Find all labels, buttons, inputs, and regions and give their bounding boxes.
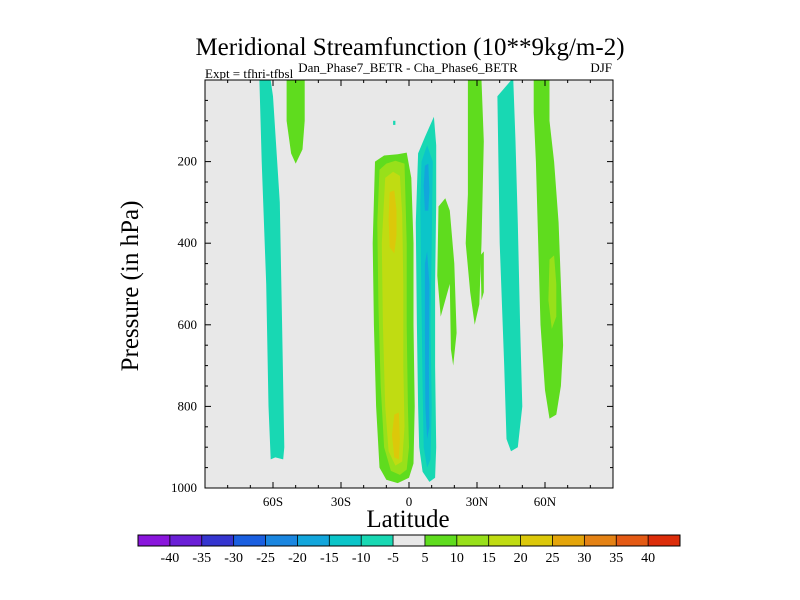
colorbar-label: -25 — [256, 551, 275, 566]
contour-eq-pos15 — [381, 171, 405, 466]
colorbar-swatch — [616, 535, 649, 546]
x-tick-label: 30S — [331, 494, 351, 509]
colorbar-label: -40 — [161, 551, 180, 566]
y-axis: 200 400 600 800 1000 — [171, 99, 613, 495]
colorbar-label: -5 — [387, 551, 399, 566]
contour-50s-pos5 — [286, 80, 305, 164]
contour-eq-pos20a — [388, 190, 397, 254]
colorbar-label: 30 — [577, 551, 591, 566]
colorbar-label: 10 — [450, 551, 464, 566]
colorbar-swatch — [488, 535, 521, 546]
y-tick-label: 600 — [178, 317, 198, 332]
contour-60s-neg5 — [259, 80, 285, 460]
y-tick-label: 1000 — [171, 480, 197, 495]
colorbar-swatch — [265, 535, 298, 546]
contour-fills — [259, 80, 564, 484]
colorbar-label: 25 — [545, 551, 559, 566]
contour-30n-pos5 — [465, 80, 484, 325]
colorbar-swatch — [297, 535, 330, 546]
x-tick-label: 0 — [406, 494, 413, 509]
colorbar-swatch — [456, 535, 489, 546]
colorbar-label: 15 — [482, 551, 496, 566]
x-axis: 60S 30S 0 30N 60N — [227, 80, 591, 509]
colorbar-swatch — [648, 535, 681, 546]
y-tick-label: 400 — [178, 235, 198, 250]
right-string: DJF — [590, 60, 612, 75]
colorbar-swatch — [520, 535, 553, 546]
colorbar-swatch — [584, 535, 617, 546]
colorbar-swatch — [329, 535, 362, 546]
colorbar-swatch — [201, 535, 234, 546]
colorbar-label: 5 — [421, 551, 428, 566]
colorbar-frame — [137, 534, 681, 547]
colorbar-swatch — [138, 535, 171, 546]
colorbar-label: -20 — [288, 551, 307, 566]
contour-eq-pos20b — [392, 412, 400, 460]
contour-60n-pos5 — [533, 80, 564, 419]
x-axis-label: Latitude — [366, 506, 449, 533]
x-tick-label: 60S — [263, 494, 283, 509]
x-tick-label: 30N — [466, 494, 489, 509]
colorbar-swatch — [361, 535, 394, 546]
contour-30n-pos5b — [480, 251, 484, 301]
colorbar: -40 -35 -30 -25 -20 -15 -10 -5 5 10 15 20 25 30 35 40 — [137, 534, 681, 566]
left-string: Expt = tfhri-tfbsl — [205, 66, 294, 81]
y-axis-label: Pressure (in hPa) — [117, 201, 144, 372]
contour-eq-tiny-neg5 — [393, 120, 396, 125]
chart-title: Meridional Streamfunction (10**9kg/m-2) — [195, 34, 624, 61]
colorbar-label: -10 — [352, 551, 371, 566]
colorbar-label: 40 — [641, 551, 655, 566]
y-tick-label: 800 — [178, 398, 198, 413]
colorbar-label: 20 — [514, 551, 528, 566]
colorbar-label: -35 — [192, 551, 211, 566]
contour-10n-neg15b — [424, 251, 430, 439]
colorbar-swatch — [552, 535, 585, 546]
colorbar-label: 35 — [609, 551, 623, 566]
colorbar-swatch — [424, 535, 458, 546]
colorbar-label: -15 — [320, 551, 339, 566]
chart-subtitle: Dan_Phase7_BETR - Cha_Phase6_BETR — [298, 60, 518, 75]
x-tick-label: 60N — [534, 494, 557, 509]
colorbar-label: -30 — [224, 551, 243, 566]
plot-area: 60S 30S 0 30N 60N 200 400 600 800 1000 — [171, 79, 614, 509]
contour-60n-pos10 — [548, 255, 557, 329]
contour-15n-pos5 — [437, 198, 457, 366]
colorbar-swatch — [233, 535, 266, 546]
contour-45n-neg5 — [497, 80, 523, 452]
contour-10n-neg15a — [423, 163, 430, 211]
colorbar-swatch — [393, 535, 426, 546]
y-tick-label: 200 — [178, 154, 198, 169]
colorbar-swatch — [169, 535, 203, 546]
